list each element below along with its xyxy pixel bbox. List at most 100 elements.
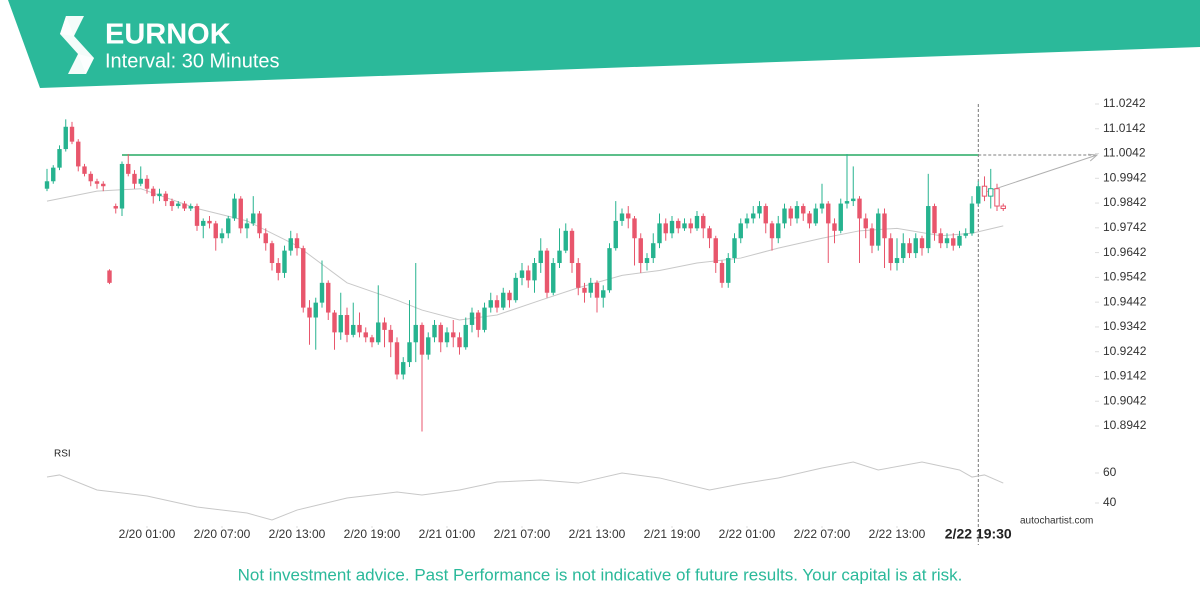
candle-body (526, 270, 531, 281)
candle-body (976, 186, 981, 204)
candle-body (451, 332, 456, 338)
candle-body (619, 213, 625, 221)
candle-body (401, 362, 406, 375)
candle-body (238, 198, 243, 229)
candle-body (44, 181, 50, 189)
candle-body (294, 238, 300, 249)
candle-body (944, 238, 950, 244)
candle-body (501, 292, 506, 308)
y-tick-label: 10.9842 (1103, 195, 1147, 209)
header-banner (8, 0, 1200, 88)
rsi-tick-label: 60 (1103, 465, 1117, 479)
candle-body (176, 203, 181, 207)
candle-body (557, 250, 562, 264)
candle-body (988, 188, 994, 197)
candle-body (688, 223, 693, 229)
candle-body (338, 315, 343, 333)
candle-body (676, 220, 681, 229)
candle-body (376, 322, 381, 343)
y-tick-label: 10.9742 (1103, 220, 1147, 234)
candle-body (307, 307, 312, 318)
candle-body (482, 307, 487, 330)
candle-body (388, 329, 393, 343)
candle-body (582, 287, 587, 293)
chart-title: EURNOK (105, 19, 231, 51)
x-tick-label: 2/20 19:00 (344, 527, 401, 541)
candle-body (638, 238, 643, 264)
candle-body (519, 270, 525, 278)
candle-body (869, 228, 875, 246)
candle-body (713, 238, 718, 264)
rsi-line (46, 461, 1004, 521)
candle-body (251, 213, 256, 224)
candle-body (682, 223, 687, 229)
candle-body (382, 322, 387, 330)
candle-body (463, 324, 468, 348)
candle-body (301, 248, 306, 308)
candle-body (719, 263, 725, 283)
candle-body (207, 220, 212, 224)
candle-body (363, 332, 368, 338)
candle-body (269, 243, 275, 264)
candle-body (913, 238, 918, 254)
candle-body (981, 185, 988, 197)
candle-body (782, 208, 787, 224)
candle-body (726, 258, 731, 283)
candle-body (963, 233, 968, 236)
candle-body (113, 206, 118, 209)
candle-body (257, 213, 262, 234)
candle-body (938, 233, 943, 244)
y-tick-label: 11.0242 (1103, 96, 1146, 110)
candle-body (744, 218, 750, 224)
candle-body (644, 258, 650, 264)
candle-body (538, 250, 543, 264)
candle-body (957, 235, 962, 246)
y-tick-label: 10.9342 (1103, 319, 1147, 333)
candle-body (569, 230, 575, 264)
disclaimer: Not investment advice. Past Performance … (238, 565, 963, 584)
candle-body (1000, 205, 1006, 210)
candle-body (188, 206, 193, 209)
candle-body (194, 206, 200, 226)
candle-body (469, 312, 475, 325)
y-tick-label: 10.9542 (1103, 270, 1147, 284)
candle-body (851, 198, 856, 202)
candle-body (488, 300, 493, 308)
candle-body (819, 203, 825, 209)
candle-body (776, 223, 781, 239)
candle-body (88, 173, 93, 182)
y-tick-label: 10.9642 (1103, 245, 1147, 259)
candle-body (169, 201, 175, 207)
candle-body (407, 342, 412, 363)
candle-body (326, 282, 331, 313)
candle-body (663, 223, 668, 234)
candle-body (126, 163, 131, 174)
candle-body (476, 312, 481, 330)
candle-body (794, 206, 800, 219)
candle-body (769, 223, 775, 239)
candle-body (132, 173, 137, 184)
candle-body (732, 238, 737, 259)
candle-body (757, 206, 762, 214)
candle-body (513, 277, 518, 301)
candle-body (894, 258, 900, 264)
candle-body (919, 238, 925, 249)
candle-body (669, 220, 675, 234)
rsi-tick-label: 40 (1103, 495, 1117, 509)
candle-body (494, 300, 500, 308)
candle-body (51, 167, 56, 182)
x-tick-label: 2/22 13:00 (869, 527, 926, 541)
x-tick-label: 2/22 07:00 (794, 527, 851, 541)
candle-body (144, 178, 150, 189)
candle-body (438, 324, 443, 343)
candle-body (594, 282, 600, 298)
candle-body (707, 228, 712, 239)
candle-body (576, 263, 581, 288)
candle-body (832, 223, 837, 231)
candle-body (263, 233, 268, 244)
x-tick-label: 2/21 13:00 (569, 527, 626, 541)
candle-body (357, 324, 362, 333)
candle-body (813, 208, 818, 224)
